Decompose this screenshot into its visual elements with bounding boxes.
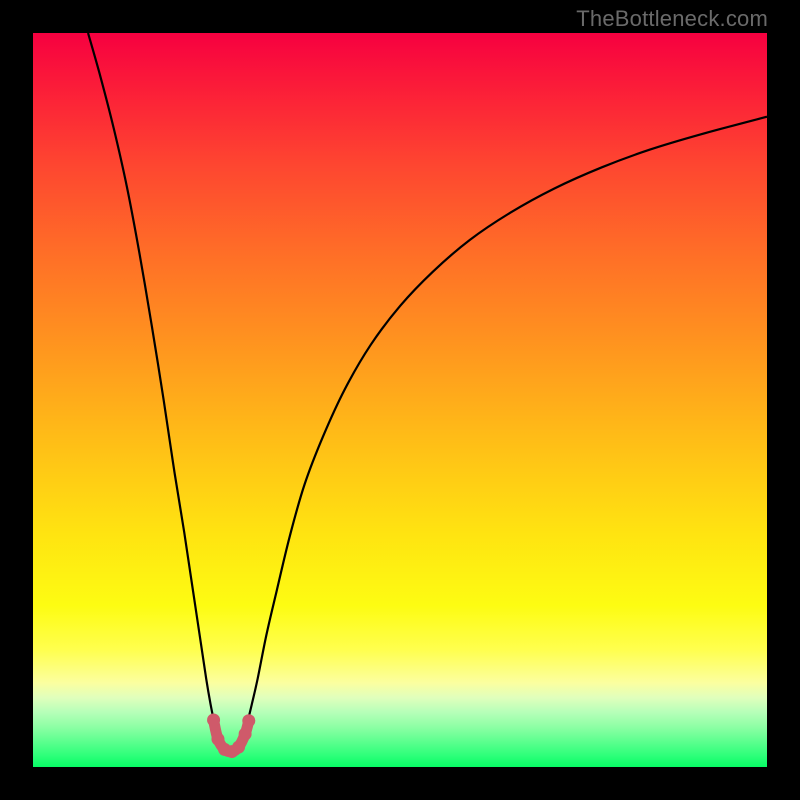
plot-area — [33, 33, 767, 767]
marker-dot — [207, 714, 220, 727]
marker-dot — [242, 714, 255, 727]
frame-left — [0, 0, 33, 800]
marker-dot — [232, 741, 245, 754]
chart-background — [33, 33, 767, 767]
frame-right — [767, 0, 800, 800]
watermark-label: TheBottleneck.com — [576, 6, 768, 32]
marker-dot — [239, 727, 252, 740]
frame-bottom — [0, 767, 800, 800]
chart-svg — [33, 33, 767, 767]
